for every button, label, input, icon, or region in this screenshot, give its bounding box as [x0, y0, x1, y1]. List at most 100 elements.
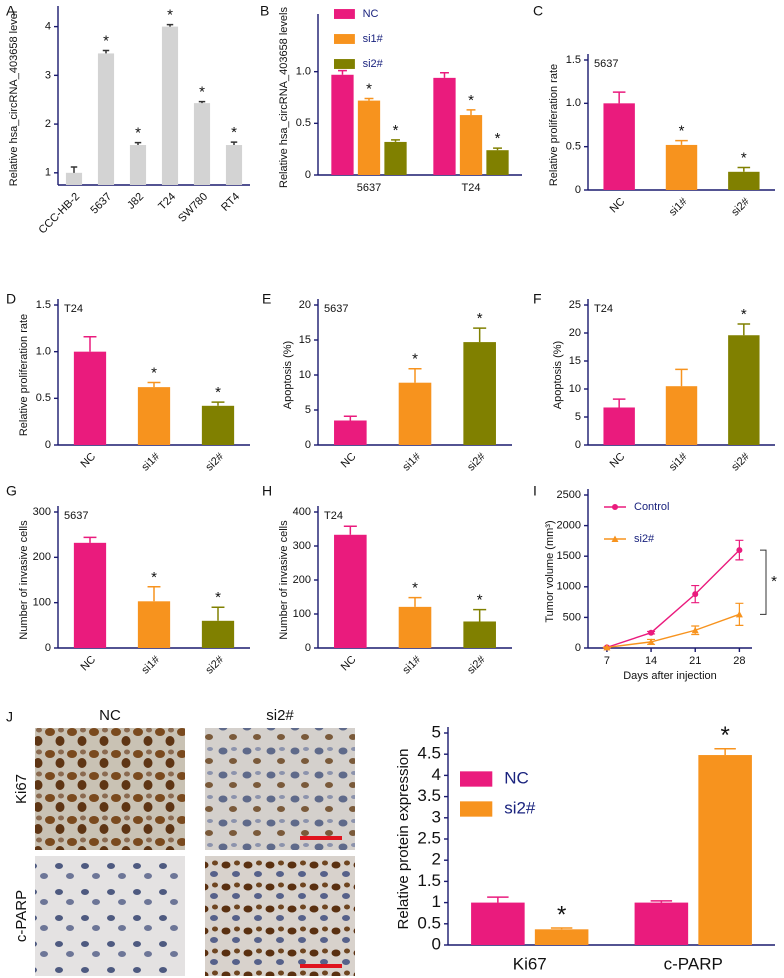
bar [73, 542, 107, 648]
x-tick-label: SW780 [176, 191, 210, 225]
error-bar [466, 109, 476, 116]
y-tick-label: 200 [293, 574, 311, 586]
error-bar [737, 323, 751, 336]
y-tick-label: 1 [45, 167, 51, 179]
error-bar [391, 139, 400, 142]
y-tick-label: 500 [563, 611, 581, 623]
x-tick-label: si1# [400, 450, 423, 473]
panel-letter: A [6, 3, 16, 19]
x-tick-label: si1# [139, 450, 162, 473]
panel-letter: I [533, 483, 537, 499]
significance: * [412, 351, 418, 368]
x-tick-label: 28 [733, 655, 745, 667]
error-bar [343, 415, 357, 421]
y-tick-label: 0.5 [566, 141, 581, 153]
y-tick-label: 3.5 [417, 786, 441, 805]
y-tick-label: 300 [33, 506, 51, 518]
bar [97, 53, 115, 186]
x-tick-label: c-PARP [664, 954, 723, 973]
x-tick-label: si1# [667, 195, 690, 218]
y-tick-label: 4 [432, 765, 441, 784]
x-tick-label: NC [78, 451, 98, 471]
bar [486, 150, 509, 175]
x-tick-label: T24 [462, 182, 481, 194]
series-line [606, 549, 740, 649]
bar [225, 145, 243, 185]
error-bar [440, 71, 449, 78]
significance: * [199, 84, 205, 101]
error-bar [147, 381, 161, 388]
y-tick-label: 0 [305, 169, 311, 181]
y-tick-label: 3 [45, 69, 51, 81]
significance: * [215, 384, 221, 401]
significance: * [103, 32, 109, 49]
significance: * [477, 310, 483, 327]
y-tick-label: 25 [569, 299, 581, 311]
error-bar [714, 747, 736, 756]
y-tick-label: 20 [569, 327, 581, 339]
y-axis-label: Relative proliferation rate [18, 314, 30, 436]
subtitle: T24 [324, 510, 343, 522]
significance: * [495, 130, 501, 147]
bar [398, 606, 432, 648]
error-bar [550, 927, 573, 930]
significance: * [477, 592, 483, 609]
y-tick-label: 0 [305, 642, 311, 654]
error-bar [338, 69, 347, 75]
x-tick-label: T24 [156, 191, 178, 213]
series-line [606, 613, 740, 649]
y-tick-label: 1.0 [36, 346, 51, 358]
bar [634, 902, 689, 945]
y-tick-label: 2.5 [417, 828, 441, 847]
error-bar [473, 327, 487, 343]
y-tick-label: 2 [432, 850, 441, 869]
bar [471, 902, 525, 945]
y-tick-label: 15 [569, 355, 581, 367]
error-bar [134, 141, 142, 146]
micrograph [35, 856, 185, 976]
significance: * [741, 149, 747, 166]
legend-label: NC [504, 768, 529, 787]
bar [161, 26, 179, 185]
y-axis-label: Number of invasive cells [278, 520, 290, 640]
y-axis-label: Relative protein expression [395, 749, 412, 930]
error-bar [102, 49, 110, 54]
x-axis-label: Days after injection [623, 670, 717, 682]
column-label: NC [99, 707, 121, 724]
bar [201, 620, 235, 648]
panel-letter: F [533, 291, 542, 307]
error-bar [473, 608, 487, 622]
x-tick-label: J82 [125, 191, 146, 212]
bar [73, 351, 107, 445]
x-tick-label: si1# [139, 653, 162, 676]
x-tick-label: si2# [729, 195, 752, 218]
error-bar [493, 147, 502, 151]
panel-letter: G [6, 483, 17, 499]
subtitle: 5637 [594, 58, 618, 70]
y-tick-label: 0 [45, 439, 51, 451]
bar [201, 405, 235, 445]
point [735, 610, 743, 618]
bar [665, 386, 698, 445]
legend-swatch [334, 34, 355, 44]
point [736, 547, 743, 554]
y-axis-label: Relative hsa_circRNA_403658 level [8, 11, 20, 186]
bar [129, 145, 147, 185]
bar [603, 103, 635, 190]
x-tick-label: 5637 [88, 191, 114, 217]
error-bar [737, 166, 751, 172]
panel-letter: E [262, 291, 271, 307]
y-axis-label: Apoptosis (%) [282, 341, 294, 409]
y-tick-label: 0.5 [36, 392, 51, 404]
significance: * [215, 589, 221, 606]
subtitle: 5637 [324, 303, 348, 315]
bar [728, 335, 760, 445]
significance: * [557, 901, 566, 928]
error-bar [408, 367, 422, 383]
legend-swatch [334, 9, 355, 19]
error-bar [83, 536, 97, 543]
significance: * [412, 580, 418, 597]
y-tick-label: 200 [33, 551, 51, 563]
error-bar [408, 596, 422, 607]
legend-label: si2# [634, 533, 655, 545]
